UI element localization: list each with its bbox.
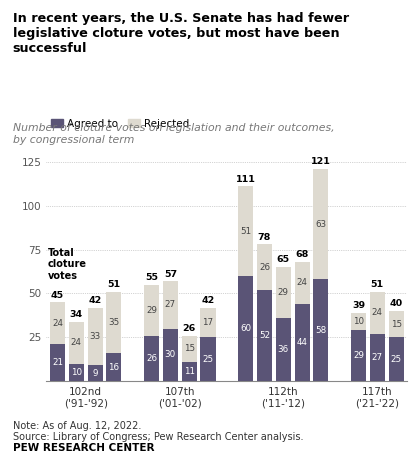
Text: 24: 24	[297, 279, 307, 287]
Bar	[163, 281, 178, 329]
Bar	[50, 345, 65, 381]
Bar	[200, 338, 215, 381]
Text: 65: 65	[277, 255, 290, 265]
Text: 26: 26	[146, 354, 157, 363]
Bar	[69, 364, 84, 381]
Bar	[163, 329, 178, 381]
Bar	[370, 292, 385, 334]
Text: 121: 121	[311, 157, 331, 166]
Bar	[88, 307, 102, 365]
Text: Number of cloture votes on legislation and their outcomes,
by congressional term: Number of cloture votes on legislation a…	[13, 123, 334, 145]
Text: 57: 57	[164, 270, 177, 279]
Text: 30: 30	[165, 351, 176, 359]
Text: 44: 44	[297, 338, 307, 347]
Text: 10: 10	[71, 368, 82, 377]
Text: 15: 15	[184, 344, 195, 353]
Text: 25: 25	[202, 355, 213, 364]
Bar	[88, 365, 102, 381]
Text: 63: 63	[315, 219, 326, 229]
Bar	[313, 279, 328, 381]
Text: 26: 26	[259, 263, 270, 272]
Bar	[294, 262, 310, 304]
Text: 34: 34	[70, 310, 83, 319]
Text: In recent years, the U.S. Senate has had fewer
legislative cloture votes, but mo: In recent years, the U.S. Senate has had…	[13, 12, 349, 54]
Text: 45: 45	[51, 291, 64, 299]
Text: 51: 51	[108, 280, 121, 289]
Text: 24: 24	[372, 308, 383, 317]
Text: 111: 111	[236, 175, 255, 184]
Text: 33: 33	[89, 332, 101, 341]
Text: 16: 16	[108, 363, 119, 372]
Text: 15: 15	[391, 320, 402, 329]
Bar	[181, 362, 197, 381]
Text: 27: 27	[165, 300, 176, 309]
Bar	[370, 334, 385, 381]
Bar	[69, 322, 84, 364]
Text: 58: 58	[315, 326, 326, 335]
Bar	[388, 311, 404, 338]
Text: 29: 29	[146, 306, 157, 315]
Bar	[388, 338, 404, 381]
Text: 24: 24	[52, 319, 63, 328]
Text: 24: 24	[71, 338, 82, 347]
Bar	[351, 330, 366, 381]
Bar	[257, 290, 272, 381]
Bar	[351, 313, 366, 330]
Text: 68: 68	[295, 250, 309, 259]
Text: 36: 36	[278, 345, 289, 354]
Bar	[238, 276, 253, 381]
Bar	[238, 186, 253, 276]
Text: 60: 60	[240, 324, 251, 333]
Text: 29: 29	[278, 288, 289, 297]
Text: 27: 27	[372, 353, 383, 362]
Text: Total
cloture
votes: Total cloture votes	[48, 248, 87, 281]
Text: 51: 51	[371, 280, 384, 289]
Bar	[106, 292, 121, 353]
Bar	[276, 267, 291, 318]
Text: 29: 29	[353, 352, 364, 360]
Bar	[144, 336, 159, 381]
Text: 9: 9	[92, 369, 98, 378]
Text: 26: 26	[183, 324, 196, 333]
Text: 52: 52	[259, 331, 270, 340]
Text: 35: 35	[108, 318, 120, 327]
Bar	[200, 307, 215, 338]
Bar	[276, 318, 291, 381]
Bar	[257, 244, 272, 290]
Text: 10: 10	[353, 317, 364, 326]
Text: 39: 39	[352, 301, 365, 310]
Bar	[313, 169, 328, 279]
Bar	[50, 302, 65, 345]
Text: PEW RESEARCH CENTER: PEW RESEARCH CENTER	[13, 443, 154, 453]
Bar	[294, 304, 310, 381]
Bar	[144, 285, 159, 336]
Text: 42: 42	[89, 296, 102, 305]
Legend: Agreed to, Rejected: Agreed to, Rejected	[51, 119, 189, 128]
Text: Note: As of Aug. 12, 2022.
Source: Library of Congress; Pew Research Center anal: Note: As of Aug. 12, 2022. Source: Libra…	[13, 421, 303, 442]
Text: 21: 21	[52, 359, 63, 367]
Bar	[106, 353, 121, 381]
Text: 55: 55	[145, 273, 158, 282]
Text: 17: 17	[202, 318, 213, 327]
Text: 40: 40	[390, 299, 403, 308]
Text: 11: 11	[184, 367, 195, 376]
Text: 42: 42	[201, 296, 215, 305]
Text: 78: 78	[258, 232, 271, 242]
Bar	[181, 336, 197, 362]
Text: 51: 51	[240, 226, 251, 236]
Text: 25: 25	[391, 355, 402, 364]
